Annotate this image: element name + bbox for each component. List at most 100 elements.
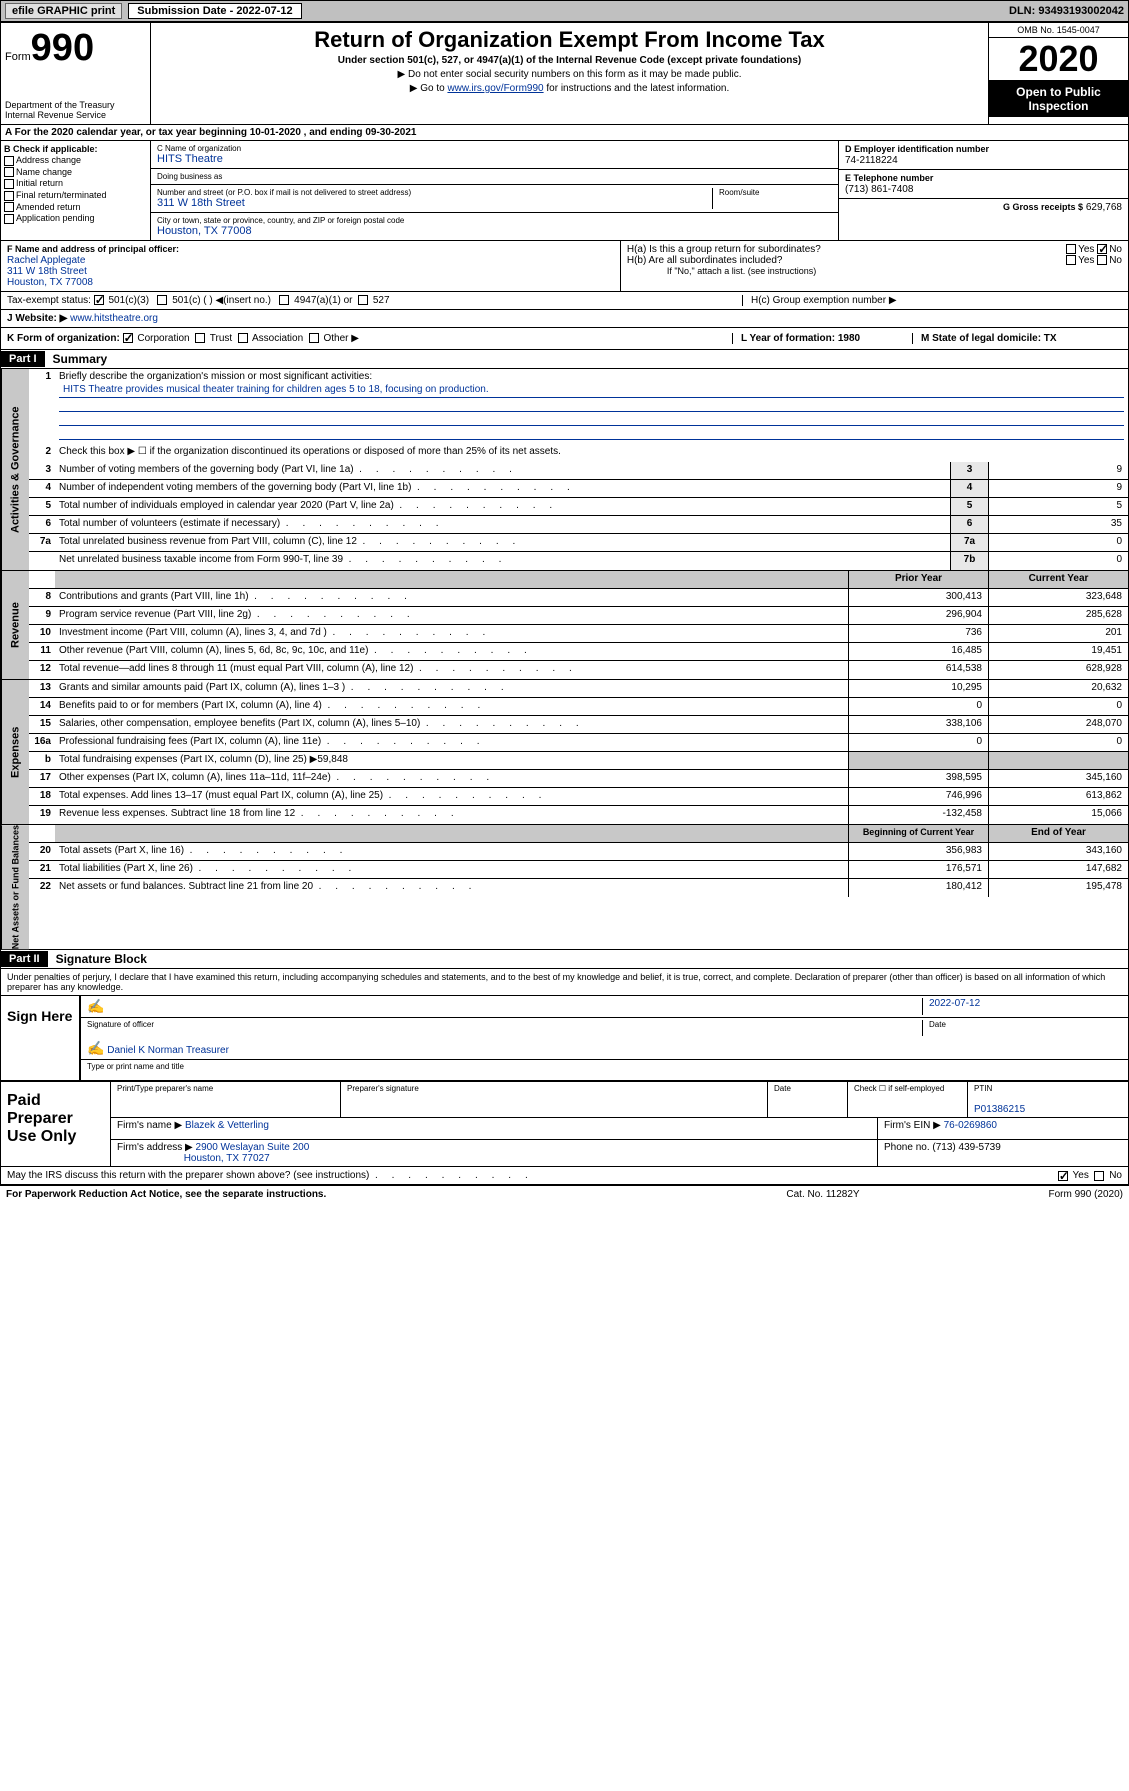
table-row: 18Total expenses. Add lines 13–17 (must … (29, 788, 1128, 806)
irs-yes[interactable] (1058, 1171, 1068, 1181)
check-other[interactable] (309, 333, 319, 343)
footer: For Paperwork Reduction Act Notice, see … (0, 1185, 1129, 1203)
officer-label: F Name and address of principal officer: (7, 244, 179, 254)
room-label: Room/suite (719, 188, 832, 197)
check-application-pending[interactable]: Application pending (4, 213, 147, 224)
prep-h5: PTIN (974, 1084, 1122, 1093)
irs-discuss-q: May the IRS discuss this return with the… (7, 1170, 369, 1181)
side-governance: Activities & Governance (1, 369, 29, 570)
city-label: City or town, state or province, country… (157, 216, 832, 225)
dln: DLN: 93493193002042 (1009, 5, 1124, 17)
irs-discuss-row: May the IRS discuss this return with the… (0, 1167, 1129, 1185)
table-row: 22Net assets or fund balances. Subtract … (29, 879, 1128, 897)
firm-ein-label: Firm's EIN ▶ (884, 1120, 941, 1131)
check-final-return[interactable]: Final return/terminated (4, 190, 147, 201)
state-domicile: M State of legal domicile: TX (921, 333, 1057, 344)
officer-addr2: Houston, TX 77008 (7, 277, 93, 288)
check-501c3[interactable] (94, 295, 104, 305)
check-address-change[interactable]: Address change (4, 155, 147, 166)
prep-phone-label: Phone no. (884, 1142, 930, 1153)
website-label: J Website: ▶ (7, 313, 67, 324)
table-row: 7aTotal unrelated business revenue from … (29, 534, 1128, 552)
irs-no[interactable] (1094, 1171, 1104, 1181)
part1-title: Summary (45, 350, 116, 368)
table-row: 9Program service revenue (Part VIII, lin… (29, 607, 1128, 625)
submission-date: Submission Date - 2022-07-12 (128, 3, 301, 19)
footer-center: Cat. No. 11282Y (723, 1189, 923, 1200)
year-formation: L Year of formation: 1980 (741, 333, 860, 344)
part1-header: Part I (1, 351, 45, 367)
org-name: HITS Theatre (157, 153, 223, 165)
check-527[interactable] (358, 295, 368, 305)
side-expenses: Expenses (1, 680, 29, 824)
check-4947[interactable] (279, 295, 289, 305)
section-b-header: B Check if applicable: (4, 144, 147, 154)
prep-h1: Print/Type preparer's name (117, 1084, 334, 1093)
table-row: Net unrelated business taxable income fr… (29, 552, 1128, 570)
hb-note: If "No," attach a list. (see instruction… (627, 266, 1122, 276)
open-public-badge: Open to Public Inspection (989, 81, 1128, 117)
ha-label: H(a) Is this a group return for subordin… (627, 244, 1066, 255)
table-row: 10Investment income (Part VIII, column (… (29, 625, 1128, 643)
ein-value: 74-2118224 (845, 155, 898, 166)
tax-status-row: Tax-exempt status: 501(c)(3) 501(c) ( ) … (0, 292, 1129, 310)
sig-date-label: Date (929, 1020, 1122, 1029)
footer-right: Form 990 (2020) (923, 1189, 1123, 1200)
officer-name: Rachel Applegate (7, 255, 85, 266)
prep-h2: Preparer's signature (347, 1084, 761, 1093)
mission-text: HITS Theatre provides musical theater tr… (59, 384, 1124, 398)
sig-officer-label: Signature of officer (87, 1020, 922, 1029)
table-row: 21Total liabilities (Part X, line 26)176… (29, 861, 1128, 879)
form-org-label: K Form of organization: (7, 333, 120, 344)
phone-value: (713) 861-7408 (845, 184, 913, 195)
instructions-link[interactable]: www.irs.gov/Form990 (447, 83, 543, 94)
ein-label: D Employer identification number (845, 144, 989, 154)
addr-label: Number and street (or P.O. box if mail i… (157, 188, 712, 197)
city-state-zip: Houston, TX 77008 (157, 225, 252, 237)
check-name-change[interactable]: Name change (4, 167, 147, 178)
table-row: 5Total number of individuals employed in… (29, 498, 1128, 516)
table-row: 17Other expenses (Part IX, column (A), l… (29, 770, 1128, 788)
expenses-section: Expenses 13Grants and similar amounts pa… (0, 680, 1129, 825)
paid-preparer-label: Paid Preparer Use Only (1, 1082, 111, 1166)
netassets-section: Net Assets or Fund Balances Beginning of… (0, 825, 1129, 950)
website-row: J Website: ▶ www.hitstheatre.org (0, 310, 1129, 328)
form-number: 990 (31, 27, 94, 70)
firm-name: Blazek & Vetterling (185, 1120, 269, 1131)
firm-city: Houston, TX 77027 (184, 1153, 270, 1164)
prep-phone: (713) 439-5739 (932, 1142, 1000, 1153)
table-row: 14Benefits paid to or for members (Part … (29, 698, 1128, 716)
identification-section: B Check if applicable: Address change Na… (0, 141, 1129, 241)
department: Department of the Treasury Internal Reve… (5, 100, 146, 120)
prep-h3: Date (774, 1084, 841, 1093)
firm-addr: 2900 Weslayan Suite 200 (196, 1142, 310, 1153)
org-name-label: C Name of organization (157, 144, 832, 153)
prep-h4: Check ☐ if self-employed (854, 1084, 961, 1093)
revenue-section: Revenue Prior Year Current Year 8Contrib… (0, 571, 1129, 680)
efile-print-button[interactable]: efile GRAPHIC print (5, 3, 122, 19)
table-row: 13Grants and similar amounts paid (Part … (29, 680, 1128, 698)
firm-ein: 76-0269860 (944, 1120, 997, 1131)
check-amended-return[interactable]: Amended return (4, 202, 147, 213)
check-initial-return[interactable]: Initial return (4, 178, 147, 189)
table-row: 16aProfessional fundraising fees (Part I… (29, 734, 1128, 752)
table-row: bTotal fundraising expenses (Part IX, co… (29, 752, 1128, 770)
sig-name-label: Type or print name and title (87, 1062, 1122, 1071)
note2-post: for instructions and the latest informat… (544, 83, 730, 94)
footer-left: For Paperwork Reduction Act Notice, see … (6, 1189, 723, 1200)
form-header: Form 990 Department of the Treasury Inte… (0, 22, 1129, 125)
street-address: 311 W 18th Street (157, 197, 245, 209)
table-row: 11Other revenue (Part VIII, column (A), … (29, 643, 1128, 661)
part2-bar: Part II Signature Block (0, 950, 1129, 969)
check-501c[interactable] (157, 295, 167, 305)
gross-receipts-value: 629,768 (1086, 202, 1122, 213)
table-row: 20Total assets (Part X, line 16)356,9833… (29, 843, 1128, 861)
check-corporation[interactable] (123, 333, 133, 343)
firm-name-label: Firm's name ▶ (117, 1120, 182, 1131)
check-association[interactable] (238, 333, 248, 343)
table-row: 4Number of independent voting members of… (29, 480, 1128, 498)
check-trust[interactable] (195, 333, 205, 343)
part1-bar: Part I Summary (0, 350, 1129, 369)
sign-here-label: Sign Here (1, 996, 81, 1080)
tax-year: 2020 (989, 38, 1128, 81)
